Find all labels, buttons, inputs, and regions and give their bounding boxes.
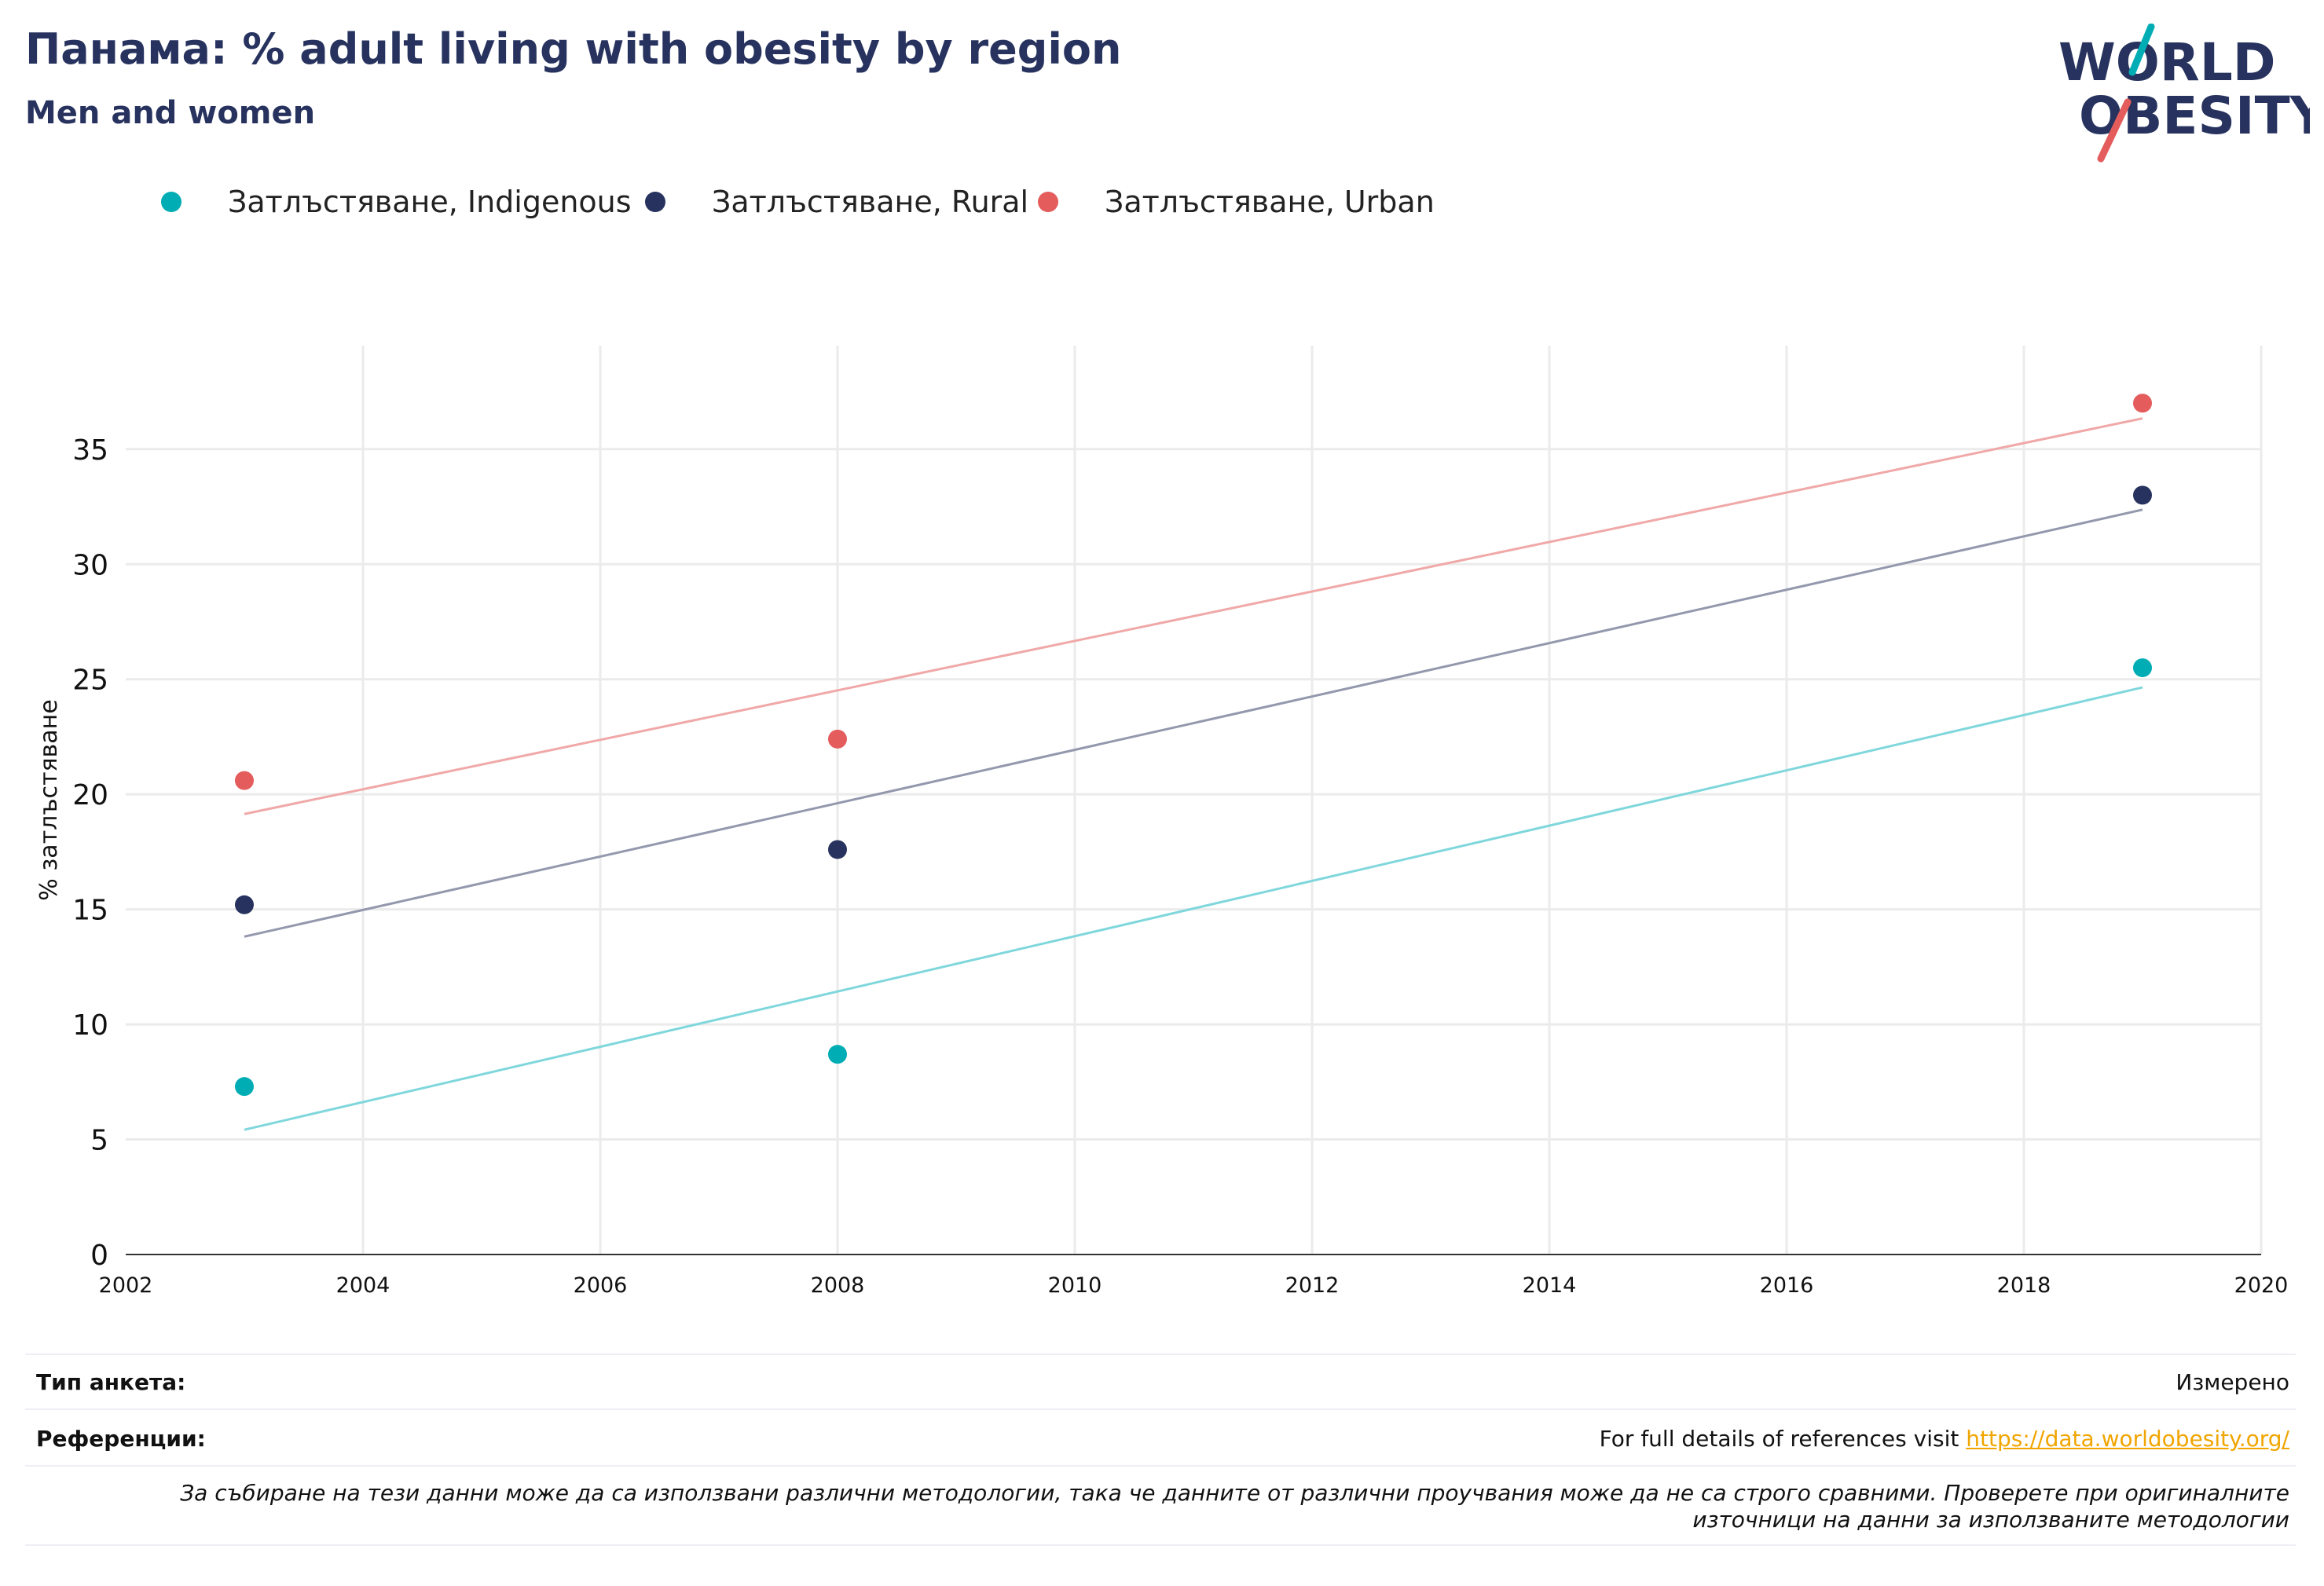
x-tick-label: 2018 (1997, 1273, 2051, 1298)
references-text: For full details of references visit (1599, 1426, 1967, 1452)
footer-divider (25, 1353, 2296, 1355)
y-tick-label: 20 (72, 779, 108, 811)
scatter-chart: 2002 2004 2006 2008 2010 2012 2014 2016 2018 2020… (35, 346, 2289, 1298)
data-point-series-2 (235, 771, 254, 790)
y-tick-label: 35 (72, 434, 108, 467)
legend-label-indigenous: Затлъстяване, Indigenous (228, 185, 632, 219)
footer-divider (25, 1544, 2296, 1546)
chart-header: Панама: % adult living with obesity by r… (25, 22, 1121, 135)
data-point-series-0 (235, 1077, 254, 1097)
x-tick-label: 2014 (1523, 1273, 1577, 1298)
footer-divider (25, 1465, 2296, 1467)
y-tick-label: 15 (72, 895, 108, 927)
y-tick-label: 25 (72, 665, 108, 697)
world-obesity-logo: WORLD OBESITY (2058, 24, 2310, 163)
legend-item-indigenous[interactable]: Затлъстяване, Indigenous (161, 182, 632, 222)
logo-slash-red (2097, 98, 2132, 163)
data-point-series-1 (235, 895, 254, 914)
y-tick-label: 10 (72, 1009, 108, 1042)
data-point-series-0 (2133, 658, 2152, 678)
chart-subtitle: Men and women (25, 95, 316, 131)
footer-divider (25, 1408, 2296, 1410)
y-axis-label: % затлъстяване (35, 699, 63, 900)
legend-marker-indigenous (161, 192, 181, 212)
x-tick-label: 2012 (1285, 1273, 1340, 1298)
logo-slash-teal (2128, 24, 2155, 76)
legend-marker-rural (645, 192, 665, 212)
y-tick-label: 30 (72, 549, 108, 581)
x-tick-label: 2004 (336, 1273, 390, 1298)
data-point-series-0 (828, 1045, 847, 1064)
x-tick-label: 2020 (2234, 1273, 2289, 1298)
chart-title: Панама: % adult living with obesity by r… (25, 24, 1122, 74)
data-point-series-2 (828, 729, 847, 749)
survey-type-value: Измерено (2176, 1369, 2289, 1395)
logo-line-world: WORLD (2058, 32, 2276, 93)
references-value: For full details of references visit htt… (1600, 1426, 2289, 1452)
methodology-note: За събиране на тези данни може да са изп… (180, 1480, 2289, 1533)
x-tick-label: 2002 (99, 1273, 153, 1298)
references-link[interactable]: https://data.worldobesity.org/ (1966, 1426, 2289, 1452)
legend-item-rural[interactable]: Затлъстяване, Rural (645, 182, 1028, 222)
survey-type-label: Тип анкета: (36, 1369, 186, 1395)
data-point-series-1 (828, 840, 847, 859)
trendline-series-1 (244, 508, 2143, 938)
references-label: Референции: (36, 1426, 206, 1452)
data-point-series-2 (2133, 394, 2152, 413)
trendline-series-0 (244, 686, 2143, 1131)
x-tick-label: 2008 (811, 1273, 865, 1298)
x-tick-label: 2006 (574, 1273, 628, 1298)
data-point-series-1 (2133, 485, 2152, 505)
x-tick-label: 2016 (1760, 1273, 1814, 1298)
x-tick-label: 2010 (1048, 1273, 1102, 1298)
legend-marker-urban (1038, 192, 1058, 212)
legend-label-urban: Затлъстяване, Urban (1105, 185, 1435, 219)
legend-label-rural: Затлъстяване, Rural (712, 185, 1029, 219)
y-tick-label: 0 (90, 1240, 108, 1272)
legend-item-urban[interactable]: Затлъстяване, Urban (1038, 182, 1435, 222)
y-tick-label: 5 (90, 1125, 108, 1157)
trendline-series-2 (244, 417, 2143, 815)
